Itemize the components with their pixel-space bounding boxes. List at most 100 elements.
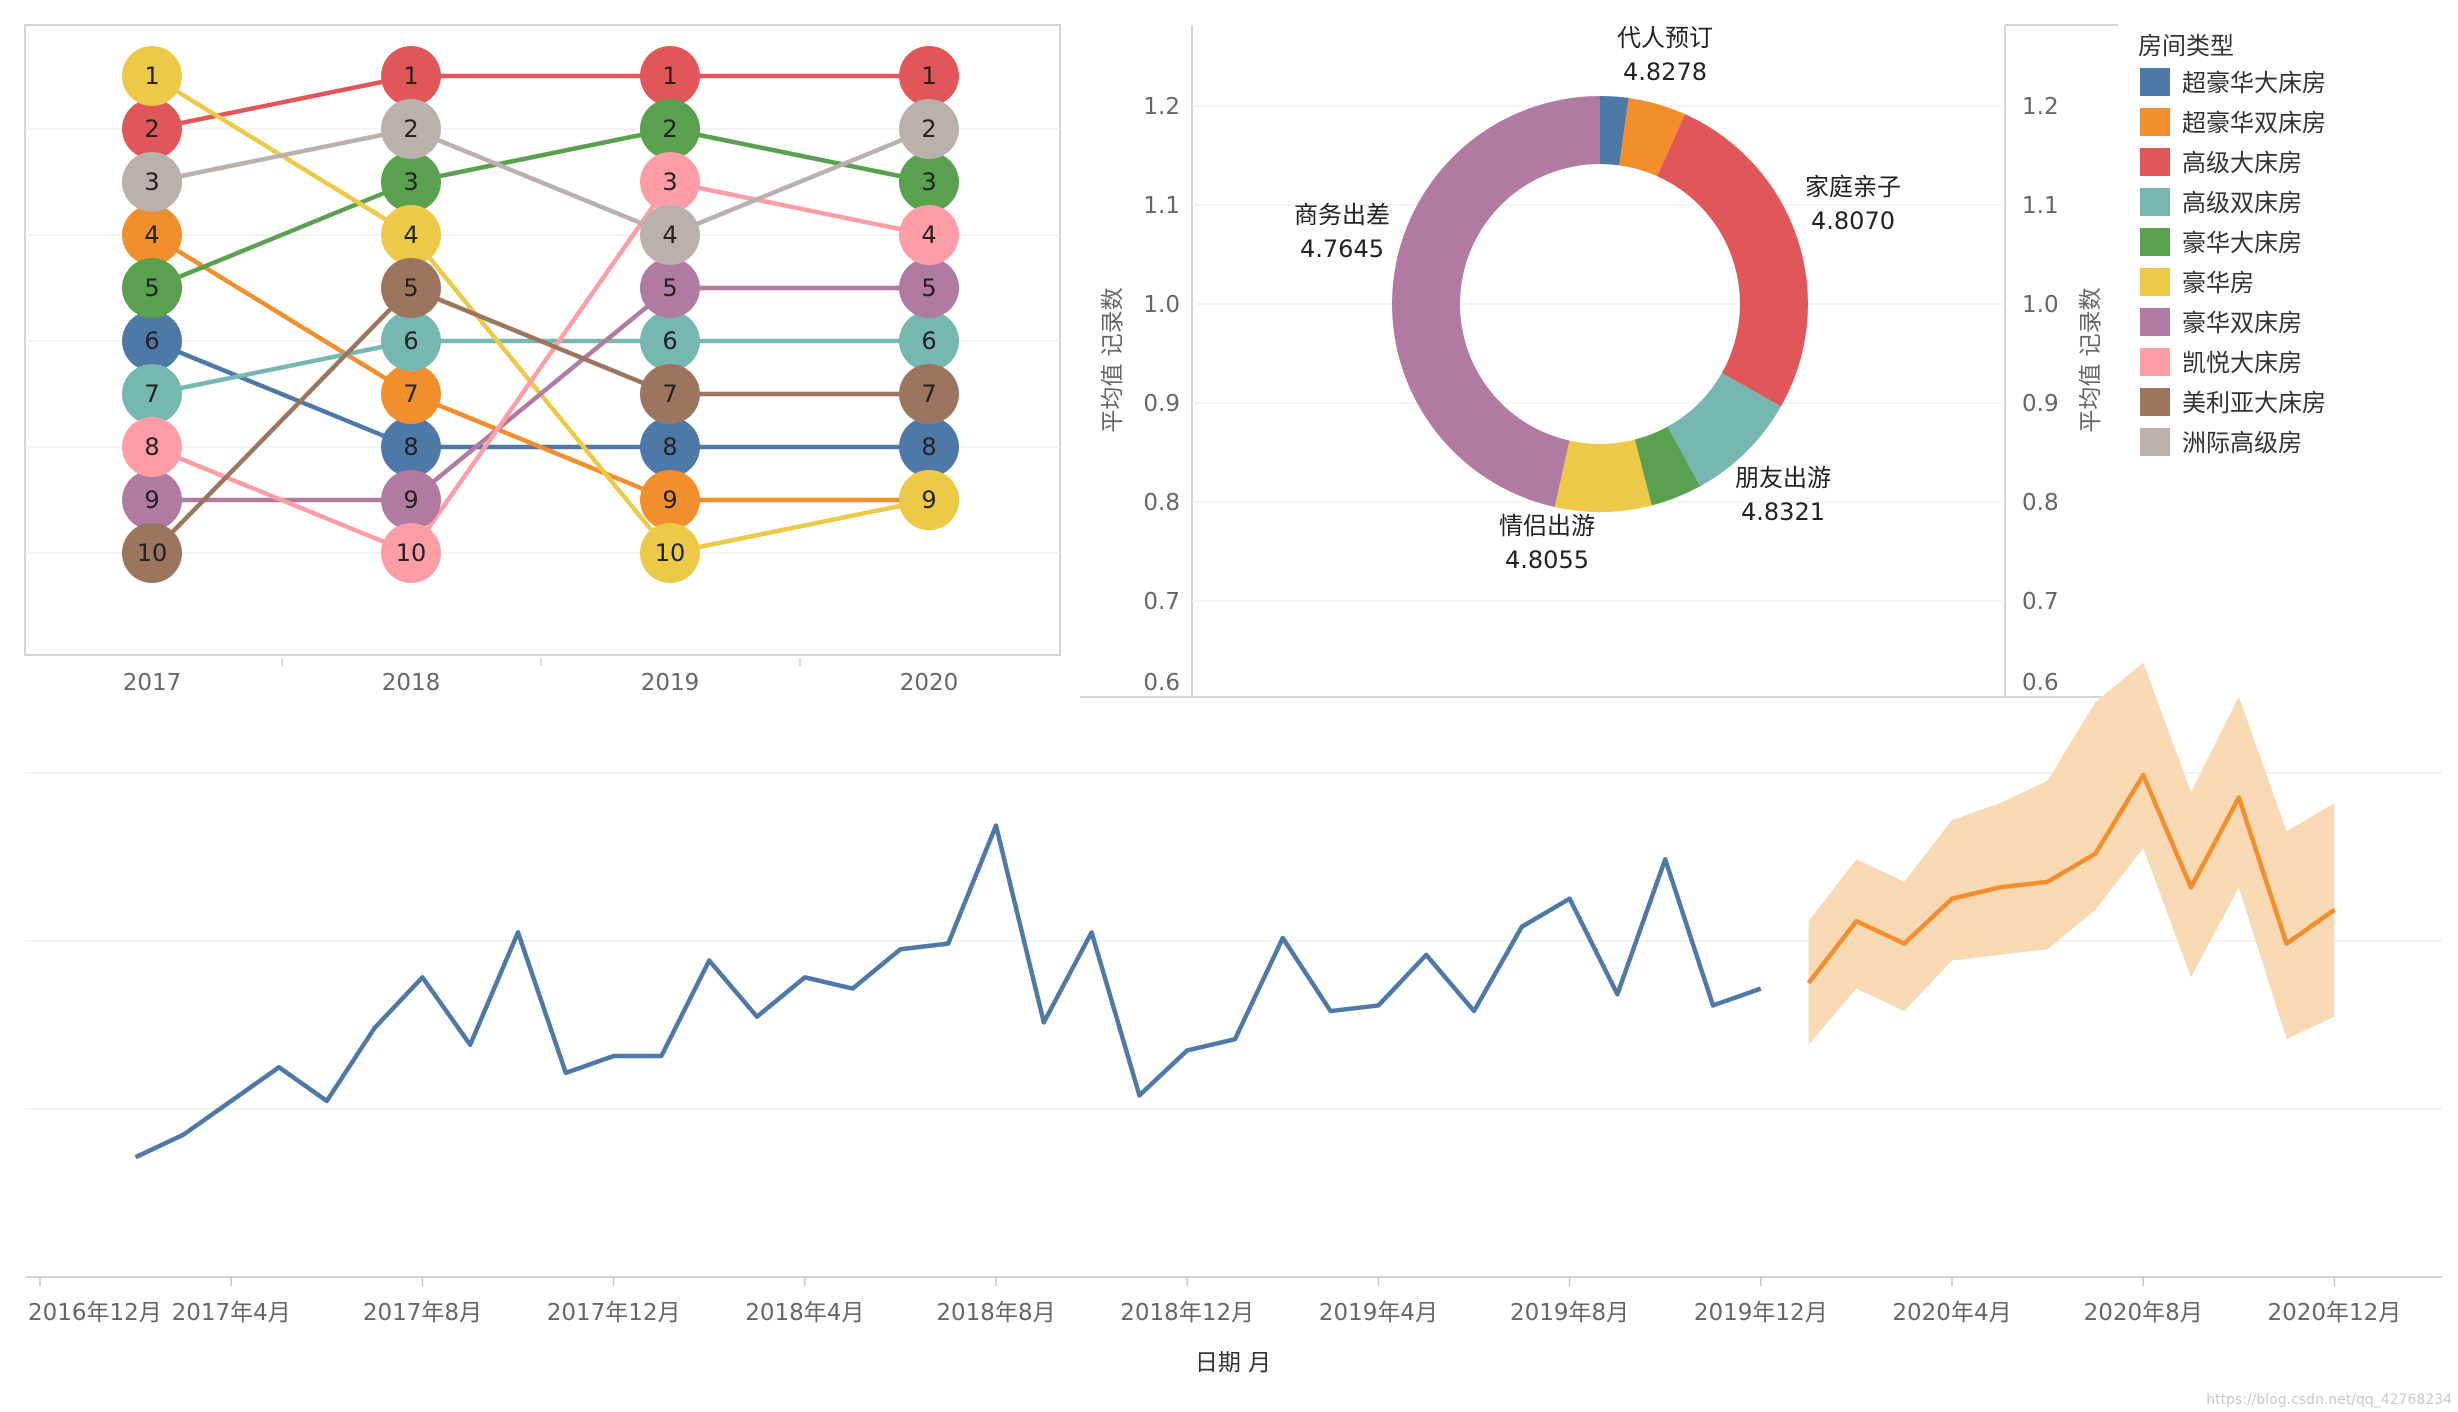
legend-swatch bbox=[2140, 348, 2170, 376]
bump-rank-marker bbox=[640, 205, 700, 265]
donut-right-tick-label: 0.6 bbox=[2022, 670, 2059, 696]
bump-rank-marker bbox=[381, 152, 441, 212]
bump-rank-marker bbox=[122, 311, 182, 371]
donut-slice-value: 4.8278 bbox=[1623, 58, 1707, 86]
donut-slice bbox=[1619, 97, 1685, 177]
bump-rank-marker bbox=[381, 364, 441, 424]
bump-rank-marker bbox=[640, 417, 700, 477]
bump-rank-label: 6 bbox=[403, 327, 418, 355]
bump-rank-marker bbox=[381, 258, 441, 318]
donut-left-tick-label: 1.1 bbox=[1143, 193, 1180, 219]
bump-rank-marker bbox=[122, 152, 182, 212]
bump-rank-marker bbox=[640, 99, 700, 159]
bump-rank-label: 1 bbox=[144, 62, 159, 90]
legend-swatch bbox=[2140, 388, 2170, 416]
bump-x-tick-label: 2018 bbox=[382, 670, 441, 696]
bump-rank-label: 9 bbox=[662, 486, 677, 514]
bump-series-line bbox=[151, 126, 930, 291]
watermark: https://blog.csdn.net/qq_42768234 bbox=[2206, 1392, 2452, 1408]
bump-rank-marker bbox=[899, 46, 959, 106]
donut-left-tick-label: 1.0 bbox=[1143, 292, 1180, 318]
actual-series-line bbox=[134, 823, 1762, 1160]
bump-rank-marker bbox=[640, 258, 700, 318]
bump-rank-label: 1 bbox=[403, 62, 418, 90]
bump-rank-marker bbox=[899, 470, 959, 530]
bump-rank-label: 5 bbox=[662, 274, 677, 302]
bump-rank-marker bbox=[122, 470, 182, 530]
room-type-legend: 房间类型超豪华大床房超豪华双床房高级大床房高级双床房豪华大床房豪华房豪华双床房凯… bbox=[2138, 32, 2326, 457]
bump-rank-label: 4 bbox=[921, 221, 936, 249]
bump-rank-marker bbox=[381, 470, 441, 530]
bump-rank-marker bbox=[640, 523, 700, 583]
bump-rank-label: 6 bbox=[921, 327, 936, 355]
legend-swatch bbox=[2140, 148, 2170, 176]
legend-swatch bbox=[2140, 268, 2170, 296]
bump-rank-marker bbox=[122, 523, 182, 583]
donut-slice bbox=[1600, 96, 1629, 166]
bump-rank-marker bbox=[381, 205, 441, 265]
timeline-x-axis-title: 日期 月 bbox=[1195, 1350, 1271, 1376]
bump-rank-label: 9 bbox=[921, 486, 936, 514]
bump-rank-label: 3 bbox=[403, 168, 418, 196]
bump-rank-label: 4 bbox=[403, 221, 418, 249]
bump-rank-label: 9 bbox=[144, 486, 159, 514]
bump-rank-label: 2 bbox=[144, 115, 159, 143]
timeline-x-tick-label: 2018年8月 bbox=[936, 1300, 1055, 1326]
bump-rank-label: 4 bbox=[144, 221, 159, 249]
timeline-x-tick-label: 2017年8月 bbox=[363, 1300, 482, 1326]
legend-swatch bbox=[2140, 308, 2170, 336]
bump-rank-marker bbox=[899, 364, 959, 424]
bump-rank-label: 2 bbox=[662, 115, 677, 143]
bump-rank-marker bbox=[122, 364, 182, 424]
legend-item-label: 超豪华大床房 bbox=[2182, 69, 2326, 97]
bump-rank-marker bbox=[899, 417, 959, 477]
bump-series-line bbox=[151, 73, 929, 132]
bump-rank-label: 5 bbox=[403, 274, 418, 302]
timeline-x-tick-label: 2019年4月 bbox=[1319, 1300, 1438, 1326]
bump-rank-label: 10 bbox=[655, 539, 686, 567]
bump-rank-label: 7 bbox=[144, 380, 159, 408]
donut-slice-value: 4.7645 bbox=[1300, 235, 1384, 263]
bump-rank-label: 2 bbox=[403, 115, 418, 143]
bump-rank-label: 5 bbox=[921, 274, 936, 302]
legend-item-label: 高级双床房 bbox=[2182, 189, 2302, 217]
donut-slice-value: 4.8321 bbox=[1741, 498, 1825, 526]
bump-rank-label: 8 bbox=[662, 433, 677, 461]
bump-rank-label: 8 bbox=[921, 433, 936, 461]
bump-rank-label: 1 bbox=[921, 62, 936, 90]
bump-rank-marker bbox=[122, 258, 182, 318]
bump-x-tick-label: 2019 bbox=[641, 670, 700, 696]
bump-x-tick-label: 2020 bbox=[900, 670, 959, 696]
legend-swatch bbox=[2140, 68, 2170, 96]
legend-item-label: 凯悦大床房 bbox=[2182, 349, 2302, 377]
donut-left-axis-title: 平均值 记录数 bbox=[1100, 287, 1126, 432]
timeline-x-tick-label: 2017年4月 bbox=[172, 1300, 291, 1326]
bump-rank-label: 3 bbox=[144, 168, 159, 196]
bump-rank-label: 9 bbox=[403, 486, 418, 514]
bump-rank-label: 8 bbox=[403, 433, 418, 461]
legend-item-label: 超豪华双床房 bbox=[2182, 109, 2326, 137]
bump-series-line bbox=[151, 126, 930, 238]
bump-rank-marker bbox=[899, 99, 959, 159]
timeline-x-tick-label: 2020年12月 bbox=[2267, 1300, 2401, 1326]
bump-rank-marker bbox=[640, 311, 700, 371]
legend-title: 房间类型 bbox=[2138, 32, 2234, 60]
bump-rank-label: 4 bbox=[662, 221, 677, 249]
bump-series-line bbox=[150, 285, 929, 555]
timeline-x-tick-label: 2017年12月 bbox=[547, 1300, 681, 1326]
bump-rank-label: 5 bbox=[144, 274, 159, 302]
donut-slice bbox=[1554, 439, 1652, 512]
forecast-line-chart: 2016年12月 2017年4月 2017年8月 2017年12月 2018年4月 201… bbox=[25, 662, 2442, 1376]
legend-item-label: 豪华大床房 bbox=[2182, 229, 2302, 257]
donut-slice-label: 朋友出游 bbox=[1735, 464, 1831, 492]
bump-rank-label: 6 bbox=[144, 327, 159, 355]
donut-right-axis-title: 平均值 记录数 bbox=[2078, 287, 2104, 432]
bump-rank-marker bbox=[381, 46, 441, 106]
bump-rank-label: 6 bbox=[662, 327, 677, 355]
donut-right-tick-label: 1.1 bbox=[2022, 193, 2059, 219]
donut-chart: 1.2 1.2 1.1 1.1 1.0 1.0 0.9 0.9 0.8 0.8 0.7 0.7 0.6 0… bbox=[1080, 24, 2118, 698]
bump-rank-marker bbox=[899, 205, 959, 265]
forecast-confidence-band bbox=[1808, 662, 2335, 1045]
bump-rank-marker bbox=[122, 417, 182, 477]
bump-rank-marker bbox=[899, 152, 959, 212]
